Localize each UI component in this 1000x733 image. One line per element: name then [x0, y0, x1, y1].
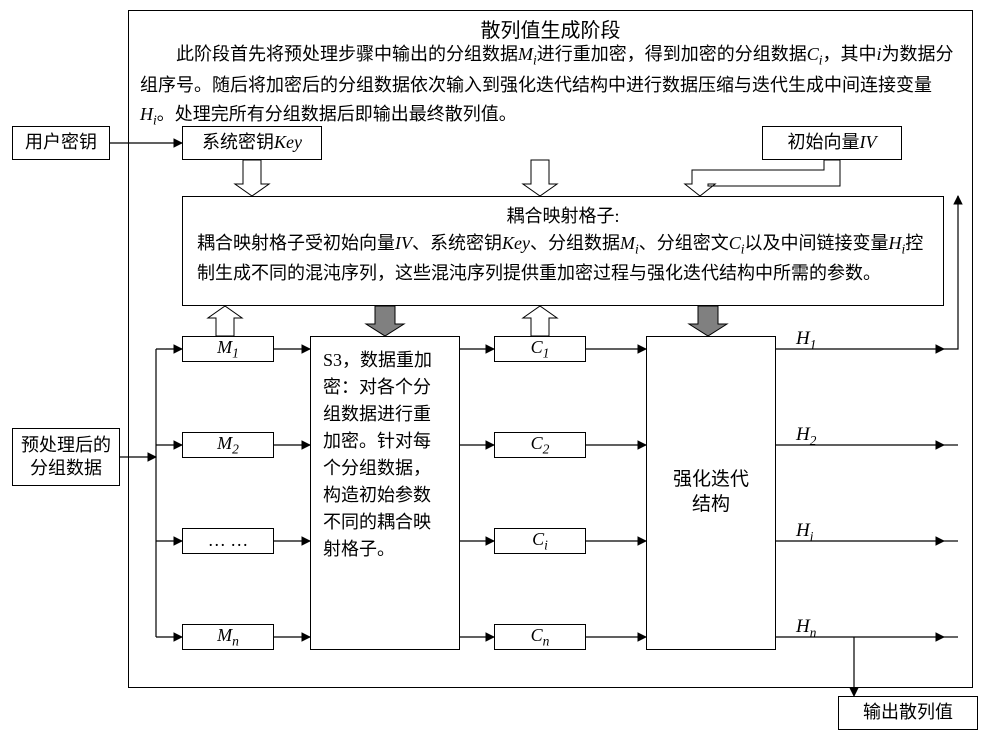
cn-box: Cn — [494, 624, 586, 650]
lattice-body: 耦合映射格子受初始向量IV、系统密钥Key、分组数据Mi、分组密文Ci以及中间链… — [197, 230, 929, 285]
c2-box: C2 — [494, 432, 586, 458]
mn-box: Mn — [182, 624, 274, 650]
h1-label: H1 — [796, 328, 816, 353]
s3-reencrypt-box: S3，数据重加密：对各个分组数据进行重加密。针对每个分组数据，构造初始参数不同的… — [310, 336, 460, 650]
user-key-box: 用户密钥 — [12, 126, 110, 160]
preprocessed-data-box: 预处理后的 分组数据 — [12, 428, 120, 486]
h2-label: H2 — [796, 424, 816, 449]
c1-box: C1 — [494, 336, 586, 362]
stage-description: 此阶段首先将预处理步骤中输出的分组数据Mi进行重加密，得到加密的分组数据Ci，其… — [140, 40, 960, 131]
m-ellipsis-box: … … — [182, 528, 274, 554]
coupling-lattice-box: 耦合映射格子: 耦合映射格子受初始向量IV、系统密钥Key、分组数据Mi、分组密… — [182, 196, 944, 306]
m1-box: M1 — [182, 336, 274, 362]
lattice-title: 耦合映射格子: — [197, 205, 929, 228]
ci-box: Ci — [494, 528, 586, 554]
iteration-structure-box: 强化迭代 结构 — [646, 336, 776, 650]
m2-box: M2 — [182, 432, 274, 458]
output-hash-box: 输出散列值 — [838, 696, 978, 730]
stage-title: 散列值生成阶段 — [128, 14, 973, 43]
system-key-box: 系统密钥Key — [182, 126, 322, 160]
hi-label: Hi — [796, 520, 813, 545]
hn-label: Hn — [796, 616, 816, 641]
initial-vector-box: 初始向量IV — [762, 126, 902, 160]
